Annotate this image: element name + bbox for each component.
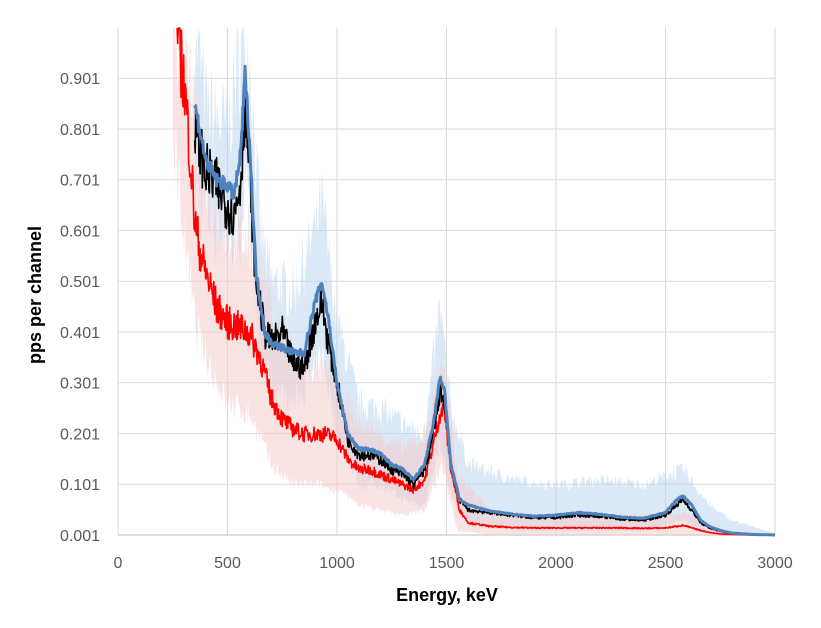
- x-tick-label: 1000: [319, 555, 355, 572]
- y-tick-label: 0.001: [60, 528, 100, 545]
- y-tick-label: 0.401: [60, 325, 100, 342]
- y-tick-label: 0.301: [60, 376, 100, 393]
- tick-labels: 0.001 0.101 0.201 0.301 0.401 0.501 0.601 0.701…: [60, 71, 793, 572]
- series-black-spectrum: [193, 95, 776, 536]
- x-axis-title: Energy, keV: [396, 585, 498, 605]
- x-tick-label: 2000: [538, 555, 574, 572]
- y-tick-label: 0.901: [60, 71, 100, 88]
- series-red-spectrum: [176, 27, 776, 536]
- y-tick-label: 0.801: [60, 122, 100, 139]
- x-tick-label: 500: [214, 555, 241, 572]
- y-tick-label: 0.601: [60, 223, 100, 240]
- y-axis-title: pps per channel: [25, 226, 45, 364]
- y-tick-label: 0.501: [60, 274, 100, 291]
- x-tick-label: 0: [114, 555, 123, 572]
- y-tick-label: 0.701: [60, 173, 100, 190]
- y-tick-label: 0.101: [60, 477, 100, 494]
- band-red-uncertainty-band: [172, 28, 775, 535]
- x-tick-label: 2500: [648, 555, 684, 572]
- spectrum-lines: [176, 27, 776, 537]
- y-tick-label: 0.201: [60, 426, 100, 443]
- x-tick-label: 1500: [429, 555, 465, 572]
- x-tick-label: 3000: [757, 555, 793, 572]
- series-blue-spectrum: [193, 64, 776, 537]
